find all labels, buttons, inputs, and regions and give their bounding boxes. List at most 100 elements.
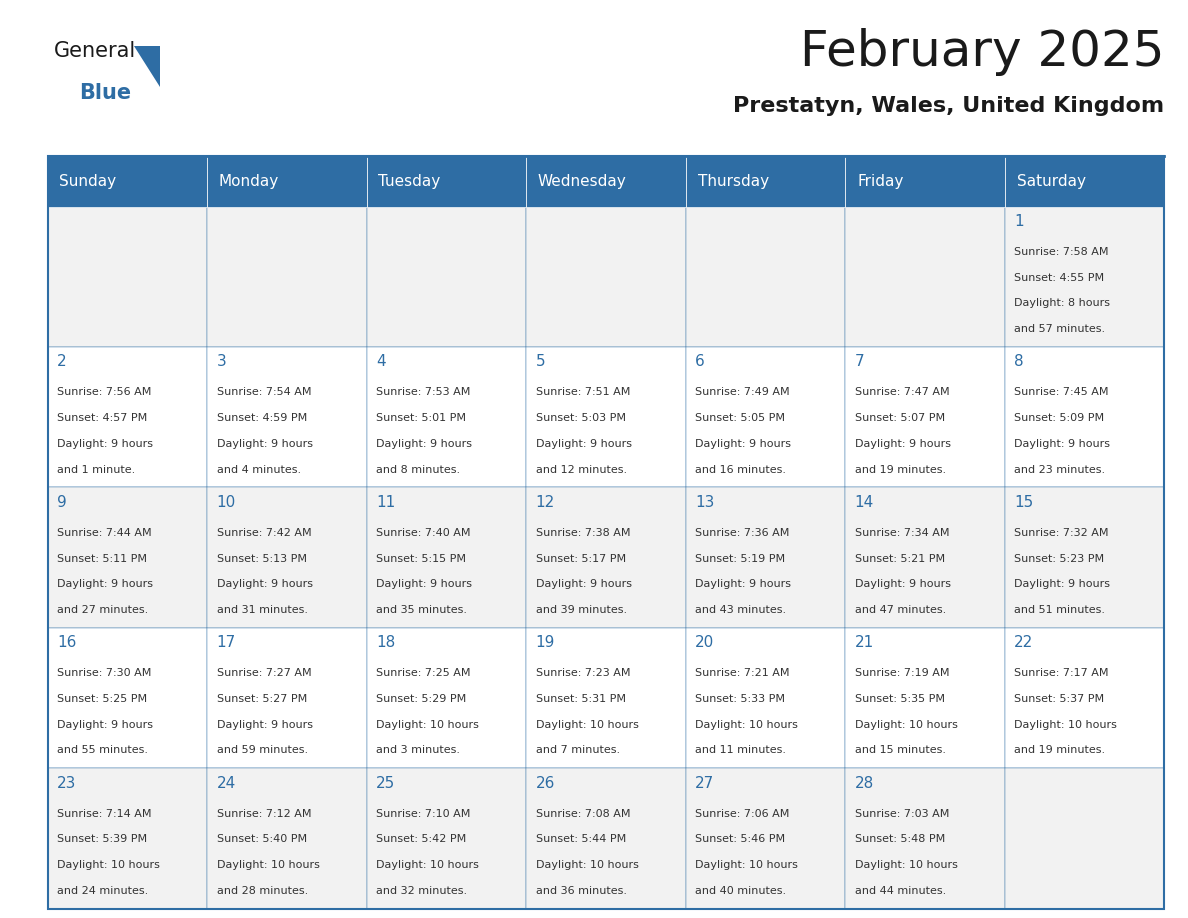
Text: Sunrise: 7:14 AM: Sunrise: 7:14 AM — [57, 809, 152, 819]
Text: 21: 21 — [854, 635, 874, 650]
Text: Daylight: 8 hours: Daylight: 8 hours — [1015, 298, 1111, 308]
Text: Sunset: 5:33 PM: Sunset: 5:33 PM — [695, 694, 785, 704]
Text: Sunrise: 7:19 AM: Sunrise: 7:19 AM — [854, 668, 949, 678]
Text: Sunset: 4:57 PM: Sunset: 4:57 PM — [57, 413, 147, 423]
Text: Sunset: 5:13 PM: Sunset: 5:13 PM — [216, 554, 307, 564]
Text: 6: 6 — [695, 354, 704, 369]
Text: Sunrise: 7:30 AM: Sunrise: 7:30 AM — [57, 668, 151, 678]
Text: February 2025: February 2025 — [800, 28, 1164, 75]
Bar — [1005, 207, 1164, 347]
Bar — [207, 347, 367, 487]
Bar — [1005, 487, 1164, 628]
Text: Tuesday: Tuesday — [379, 174, 441, 189]
Text: 20: 20 — [695, 635, 714, 650]
Text: Sunrise: 7:21 AM: Sunrise: 7:21 AM — [695, 668, 790, 678]
Bar — [845, 628, 1005, 768]
Text: Daylight: 9 hours: Daylight: 9 hours — [377, 579, 472, 589]
Text: and 4 minutes.: and 4 minutes. — [216, 465, 301, 475]
Text: 18: 18 — [377, 635, 396, 650]
Text: Daylight: 9 hours: Daylight: 9 hours — [854, 439, 950, 449]
Text: Sunset: 5:42 PM: Sunset: 5:42 PM — [377, 834, 467, 845]
Text: and 8 minutes.: and 8 minutes. — [377, 465, 460, 475]
Text: Thursday: Thursday — [697, 174, 769, 189]
Text: Blue: Blue — [80, 83, 132, 103]
Text: Sunset: 5:25 PM: Sunset: 5:25 PM — [57, 694, 147, 704]
Text: Sunrise: 7:36 AM: Sunrise: 7:36 AM — [695, 528, 790, 538]
Text: Daylight: 10 hours: Daylight: 10 hours — [57, 860, 160, 870]
Text: 1: 1 — [1015, 214, 1024, 229]
Text: Sunrise: 7:12 AM: Sunrise: 7:12 AM — [216, 809, 311, 819]
Bar — [1005, 768, 1164, 909]
Bar — [207, 487, 367, 628]
Bar — [367, 628, 526, 768]
Text: and 59 minutes.: and 59 minutes. — [216, 745, 308, 756]
Text: and 7 minutes.: and 7 minutes. — [536, 745, 620, 756]
Text: Sunrise: 7:10 AM: Sunrise: 7:10 AM — [377, 809, 470, 819]
Text: 2: 2 — [57, 354, 67, 369]
Text: Sunrise: 7:49 AM: Sunrise: 7:49 AM — [695, 387, 790, 397]
Text: Sunrise: 7:42 AM: Sunrise: 7:42 AM — [216, 528, 311, 538]
Bar — [367, 347, 526, 487]
Text: 17: 17 — [216, 635, 235, 650]
Text: Sunset: 5:15 PM: Sunset: 5:15 PM — [377, 554, 466, 564]
Bar — [685, 487, 845, 628]
Text: Sunrise: 7:08 AM: Sunrise: 7:08 AM — [536, 809, 630, 819]
Text: Sunrise: 7:51 AM: Sunrise: 7:51 AM — [536, 387, 630, 397]
Bar — [845, 207, 1005, 347]
Bar — [48, 207, 207, 347]
Text: Daylight: 9 hours: Daylight: 9 hours — [57, 439, 153, 449]
Text: Sunset: 5:17 PM: Sunset: 5:17 PM — [536, 554, 626, 564]
Text: Sunset: 5:09 PM: Sunset: 5:09 PM — [1015, 413, 1105, 423]
Text: and 35 minutes.: and 35 minutes. — [377, 605, 467, 615]
Text: and 47 minutes.: and 47 minutes. — [854, 605, 946, 615]
Text: Daylight: 9 hours: Daylight: 9 hours — [216, 579, 312, 589]
Text: Sunrise: 7:27 AM: Sunrise: 7:27 AM — [216, 668, 311, 678]
Text: 5: 5 — [536, 354, 545, 369]
Text: and 31 minutes.: and 31 minutes. — [216, 605, 308, 615]
Text: and 36 minutes.: and 36 minutes. — [536, 886, 626, 896]
Text: 8: 8 — [1015, 354, 1024, 369]
Text: Wednesday: Wednesday — [538, 174, 627, 189]
Text: Daylight: 9 hours: Daylight: 9 hours — [57, 579, 153, 589]
Text: 15: 15 — [1015, 495, 1034, 509]
Bar — [48, 768, 207, 909]
Bar — [685, 628, 845, 768]
Text: Sunset: 5:23 PM: Sunset: 5:23 PM — [1015, 554, 1105, 564]
Bar — [1005, 347, 1164, 487]
Text: Daylight: 9 hours: Daylight: 9 hours — [216, 439, 312, 449]
Text: 27: 27 — [695, 776, 714, 790]
Text: and 55 minutes.: and 55 minutes. — [57, 745, 148, 756]
Text: Sunrise: 7:40 AM: Sunrise: 7:40 AM — [377, 528, 470, 538]
Polygon shape — [134, 46, 160, 87]
Text: Sunrise: 7:32 AM: Sunrise: 7:32 AM — [1015, 528, 1108, 538]
Text: 10: 10 — [216, 495, 235, 509]
Text: General: General — [53, 41, 135, 62]
Bar — [207, 768, 367, 909]
Text: Daylight: 10 hours: Daylight: 10 hours — [377, 860, 479, 870]
Text: Sunset: 5:29 PM: Sunset: 5:29 PM — [377, 694, 467, 704]
Text: and 11 minutes.: and 11 minutes. — [695, 745, 786, 756]
Text: Sunset: 5:03 PM: Sunset: 5:03 PM — [536, 413, 626, 423]
Text: Saturday: Saturday — [1017, 174, 1086, 189]
Text: Sunrise: 7:06 AM: Sunrise: 7:06 AM — [695, 809, 790, 819]
Text: 28: 28 — [854, 776, 874, 790]
Text: and 12 minutes.: and 12 minutes. — [536, 465, 627, 475]
Text: and 32 minutes.: and 32 minutes. — [377, 886, 467, 896]
Bar — [845, 487, 1005, 628]
Text: Sunrise: 7:23 AM: Sunrise: 7:23 AM — [536, 668, 630, 678]
Text: 14: 14 — [854, 495, 874, 509]
Text: Sunset: 5:27 PM: Sunset: 5:27 PM — [216, 694, 307, 704]
Text: and 23 minutes.: and 23 minutes. — [1015, 465, 1105, 475]
Text: Prestatyn, Wales, United Kingdom: Prestatyn, Wales, United Kingdom — [733, 96, 1164, 117]
Text: Sunset: 5:01 PM: Sunset: 5:01 PM — [377, 413, 466, 423]
Text: Sunset: 5:31 PM: Sunset: 5:31 PM — [536, 694, 626, 704]
Text: Sunset: 5:05 PM: Sunset: 5:05 PM — [695, 413, 785, 423]
Bar — [367, 487, 526, 628]
Text: 22: 22 — [1015, 635, 1034, 650]
Bar — [685, 347, 845, 487]
Text: Daylight: 9 hours: Daylight: 9 hours — [1015, 439, 1111, 449]
Text: Sunset: 4:55 PM: Sunset: 4:55 PM — [1015, 273, 1105, 283]
Bar — [1005, 628, 1164, 768]
Text: Sunset: 5:40 PM: Sunset: 5:40 PM — [216, 834, 307, 845]
Text: and 51 minutes.: and 51 minutes. — [1015, 605, 1105, 615]
